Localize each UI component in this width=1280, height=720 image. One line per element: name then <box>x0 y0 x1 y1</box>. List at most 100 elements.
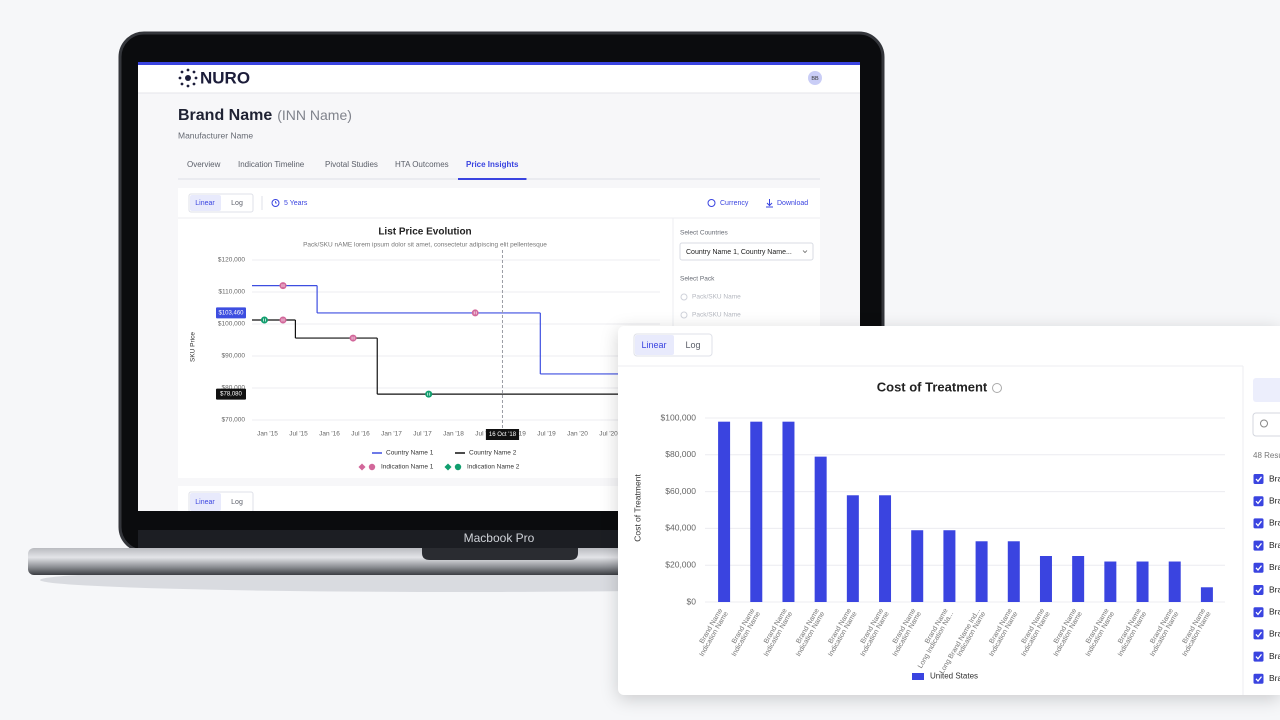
toggle-option[interactable]: Log <box>231 200 243 207</box>
legend-circle <box>454 463 462 471</box>
marker-glyph <box>281 284 285 288</box>
toggle-option[interactable]: Log <box>231 499 243 506</box>
bar <box>1136 561 1149 602</box>
y-tick-label: $0 <box>687 596 697 606</box>
checkmark <box>1255 653 1263 660</box>
x-tick-label: Jan '15 <box>257 431 278 438</box>
indication-marker <box>471 309 479 317</box>
x-tick-label: Jul '20 <box>599 431 618 438</box>
indication-marker <box>260 316 268 324</box>
tab[interactable]: Indication Timeline <box>238 160 305 169</box>
inn-name: (INN Name) <box>277 107 352 123</box>
legend-label[interactable]: Indication Name 1 <box>381 464 434 471</box>
x-tick-label: Jan '18 <box>443 431 464 438</box>
tab[interactable]: Price Insights <box>466 160 519 169</box>
scale-toggle <box>633 333 713 357</box>
chart-title: Cost of Treatment <box>877 379 988 394</box>
clock-icon <box>271 199 280 207</box>
overlay: Linear Log 48 Results Brand Name Brand Name B… <box>618 333 1280 695</box>
side-button[interactable] <box>1253 378 1280 402</box>
legend-circle <box>368 463 376 471</box>
indication-marker <box>279 316 287 324</box>
scale-toggle <box>188 491 254 511</box>
checkmark <box>1255 631 1263 638</box>
y-tick-label: $100,000 <box>661 412 697 422</box>
legend-label[interactable]: Country Name 1 <box>386 450 434 457</box>
checkbox[interactable] <box>1253 607 1264 618</box>
action[interactable]: Currency <box>720 200 749 207</box>
x-tick-label: Jul '18 <box>475 431 494 438</box>
page-title: Brand Name <box>178 107 272 124</box>
bar <box>879 495 892 602</box>
checkmark <box>1255 476 1263 483</box>
marker-glyph <box>263 318 266 322</box>
bar <box>975 541 988 602</box>
radio[interactable] <box>680 311 688 319</box>
tab[interactable]: Overview <box>187 160 221 169</box>
radio[interactable] <box>680 293 688 301</box>
checkbox[interactable] <box>1253 673 1264 684</box>
result-item: Brand Name <box>1269 518 1280 528</box>
indication-marker <box>279 282 287 290</box>
result-item: Brand Name <box>1269 584 1280 594</box>
bar <box>1168 561 1181 602</box>
y-axis-label: Cost of Treatment <box>632 474 642 542</box>
checkbox[interactable] <box>1253 540 1264 551</box>
legend-diamond <box>444 463 452 471</box>
toggle-option[interactable]: Linear <box>195 200 215 207</box>
legend-label[interactable]: Country Name 2 <box>469 450 517 457</box>
toggle-option[interactable]: Log <box>685 340 700 350</box>
toggle-option[interactable]: Linear <box>195 499 215 506</box>
checkmark <box>1255 565 1263 572</box>
crosshair-label: 16 Oct '18 <box>489 432 517 438</box>
checkmark <box>1255 609 1263 616</box>
bar <box>846 495 859 602</box>
checkbox[interactable] <box>1253 585 1264 595</box>
y-tick-label: $80,000 <box>222 385 246 392</box>
toggle-option[interactable]: Linear <box>641 340 666 350</box>
y-tick-label: $110,000 <box>218 289 245 296</box>
checkbox[interactable] <box>1253 518 1264 529</box>
bar <box>814 456 827 602</box>
checkbox[interactable] <box>1253 629 1264 640</box>
legend-label[interactable]: United States <box>930 672 978 681</box>
dropdown-caret <box>802 250 808 254</box>
x-tick-label: Jan '17 <box>381 431 402 438</box>
tab[interactable]: HTA Outcomes <box>395 160 449 169</box>
result-item: Brand Name <box>1269 651 1280 661</box>
tab[interactable]: Pivotal Studies <box>325 160 378 169</box>
checkbox[interactable] <box>1253 474 1264 484</box>
avatar[interactable] <box>808 71 822 85</box>
legend-diamond <box>358 463 366 471</box>
country-dropdown[interactable] <box>679 242 814 261</box>
y-tick-label: $40,000 <box>665 523 696 533</box>
value-tag <box>216 307 246 319</box>
result-item: Brand Name <box>1269 629 1280 639</box>
search-box[interactable] <box>1252 412 1280 437</box>
toggle-active <box>635 335 674 355</box>
pack-option[interactable]: Pack/SKU Name <box>692 294 741 301</box>
avatar-initials: BB <box>811 76 819 82</box>
checkbox[interactable] <box>1253 562 1264 573</box>
result-item: Brand Name <box>1269 495 1280 505</box>
crosshair-tag <box>485 429 520 440</box>
period[interactable]: 5 Years <box>284 200 308 207</box>
pack-option[interactable]: Pack/SKU Name <box>692 312 741 319</box>
legend-label[interactable]: Indication Name 2 <box>467 464 520 471</box>
bar <box>750 421 763 602</box>
action[interactable]: Download <box>777 200 808 207</box>
y-tick-label: $120,000 <box>218 257 245 264</box>
marker-glyph <box>427 392 431 396</box>
x-tick-label: Jul '16 <box>351 431 370 438</box>
filter-value: Country Name 1, Country Name... <box>686 249 792 256</box>
logo: NURO <box>200 68 250 87</box>
clock-hand <box>275 201 277 204</box>
checkbox[interactable] <box>1253 651 1264 662</box>
bar <box>1200 587 1213 602</box>
value-tag-label: $103,460 <box>218 311 244 317</box>
toggle-active <box>190 195 221 211</box>
filter-label: Select Countries <box>680 230 728 237</box>
checkbox[interactable] <box>1253 496 1264 507</box>
y-axis-label: SKU Price <box>190 332 197 362</box>
